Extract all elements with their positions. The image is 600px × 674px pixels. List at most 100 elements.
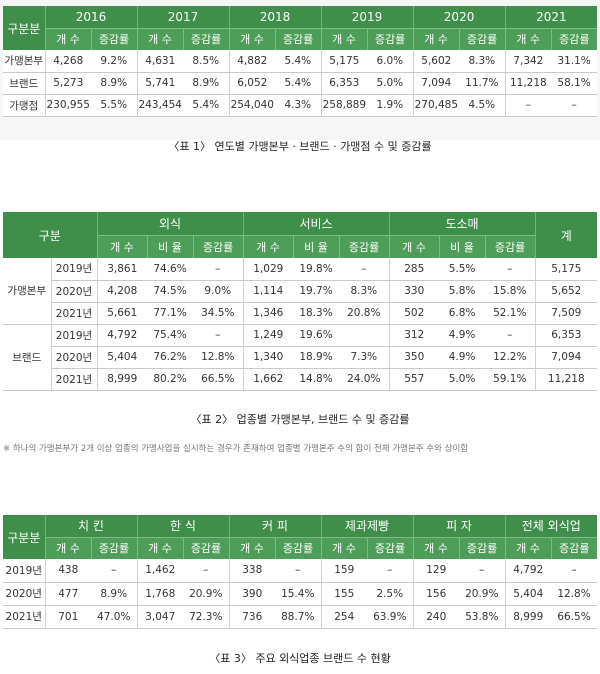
table-cell: – [91, 559, 137, 583]
table-cell: 75.4% [147, 324, 193, 347]
table-cell: 4,792 [504, 559, 552, 583]
table-cell: 11,218 [534, 368, 598, 391]
table-cell [339, 324, 390, 347]
table-cell: 438 [44, 559, 91, 583]
table3-group-header: 한 식 [136, 515, 229, 537]
table-cell: 8.9% [183, 72, 230, 95]
table-cell: 5,273 [44, 72, 91, 95]
table1-year-header: 2018 [228, 6, 322, 28]
row-label: 2020년 [3, 582, 45, 606]
table1-subheader: 개 수 [228, 27, 276, 50]
table-cell: 7,342 [504, 50, 552, 73]
table-cell: 243,454 [136, 94, 184, 117]
table-cell: 19.6% [293, 324, 340, 347]
table-cell: 159 [320, 559, 367, 583]
table1-subheader: 개 수 [504, 27, 552, 50]
table-row: 가맹본부 4,268 9.2% 4,631 8.5% 4,882 5.4% 5,175 6.0%… [3, 50, 598, 73]
table-cell: 1.9% [367, 94, 414, 117]
table1-caption: 〈표 1〉 연도별 가맹본부 · 브랜드 · 가맹점 수 및 증감률 [168, 140, 432, 153]
row-year: 2019년 [50, 258, 97, 281]
table-cell: 4,631 [136, 50, 184, 73]
table3-caption: 〈표 3〉 주요 외식업종 브랜드 수 현황 [209, 652, 391, 665]
table-cell: – [551, 559, 598, 583]
table-cell: 74.5% [147, 280, 193, 303]
table-cell: 9.2% [91, 50, 138, 73]
table1-year-header: 2019 [320, 6, 414, 28]
row-label: 2019년 [3, 559, 45, 583]
table-cell: 1,114 [242, 280, 294, 303]
table-cell: 129 [412, 559, 460, 583]
table-row: 2021년 5,661 77.1% 34.5% 1,346 18.3% 20.8% 502 6.… [3, 302, 598, 325]
table1-subheader: 개 수 [320, 27, 368, 50]
table-cell: 20.8% [339, 302, 390, 325]
table-cell: 6.0% [367, 50, 414, 73]
table-cell: 6,353 [534, 324, 598, 347]
table-cell: 14.8% [293, 368, 340, 391]
table-cell: – [504, 94, 552, 117]
table-cell: 5,661 [96, 302, 147, 325]
table-cell: – [193, 324, 244, 347]
table2-caption: 〈표 2〉 업종별 가맹본부, 브랜드 수 및 증감률 [190, 413, 410, 426]
table-cell: 31.1% [551, 50, 598, 73]
table3-group-header: 전체 외식업 [504, 515, 598, 537]
table-cell: 12.8% [193, 346, 244, 369]
table-cell: 1,462 [136, 559, 183, 583]
table3-group-header: 커 피 [228, 515, 321, 537]
table-cell: 4,208 [96, 280, 147, 303]
table-cell: 701 [44, 605, 91, 629]
table-yearly-stats: 구분분 2016 2017 2018 2019 2020 2021 개 수 증감… [3, 6, 598, 117]
row-year: 2021년 [50, 302, 97, 325]
table-cell: 8.3% [459, 50, 506, 73]
table-cell: 88.7% [275, 605, 321, 629]
table2-corner-header: 구분 [3, 212, 97, 258]
row-year: 2020년 [50, 346, 97, 369]
table-cell: 52.1% [485, 302, 536, 325]
table-cell: – [339, 258, 390, 281]
table-cell: 59.1% [485, 368, 536, 391]
table-cell: – [459, 559, 506, 583]
table-cell: 9.0% [193, 280, 244, 303]
table-cell: 8.3% [339, 280, 390, 303]
table-cell: 7,094 [534, 346, 598, 369]
table-cell: 477 [44, 582, 91, 606]
table-cell: 12.8% [551, 582, 598, 606]
table3-subheader: 개 수 [320, 536, 367, 559]
table-cell: 4.9% [439, 324, 486, 347]
table-cell: 24.0% [339, 368, 390, 391]
table-cell: 240 [412, 605, 460, 629]
table-cell: 5.4% [183, 94, 230, 117]
table-cell: 66.5% [551, 605, 598, 629]
table-cell: 7.3% [339, 346, 390, 369]
row-year: 2021년 [50, 368, 97, 391]
table-cell: 5.8% [439, 280, 486, 303]
table-cell: 12.2% [485, 346, 536, 369]
table-row: 브랜드 2019년 4,792 75.4% –1,249 19.6% 312 4.9% –6,3… [3, 324, 598, 391]
table-row: 가맹본부 2019년 3,861 74.6% –1,029 19.8% –285 5.5% –5… [3, 258, 598, 325]
table-cell: 72.3% [183, 605, 229, 629]
table1-subheader: 증감률 [366, 27, 414, 50]
table-cell: 1,340 [242, 346, 294, 369]
table3-subheader: 개 수 [228, 536, 275, 559]
table-cell: 7,094 [412, 72, 460, 95]
table2-subheader: 비 율 [146, 234, 193, 258]
table-cell: 1,346 [242, 302, 294, 325]
table2-subheader: 개 수 [242, 234, 294, 258]
table-cell: 5.0% [367, 72, 414, 95]
table1-subheader: 개 수 [44, 27, 91, 50]
table-cell: 5,404 [504, 582, 552, 606]
table-cell: 4.3% [275, 94, 322, 117]
table1-year-header: 2017 [136, 6, 230, 28]
table2-group-header: 도소매 [388, 212, 536, 235]
row-year: 2019년 [50, 324, 97, 347]
table-cell: 19.8% [293, 258, 340, 281]
table-cell: 15.8% [485, 280, 536, 303]
table-cell: – [485, 258, 536, 281]
table-cell: – [485, 324, 536, 347]
row-label: 가맹본부 [3, 50, 45, 73]
table-cell: 5.4% [275, 50, 322, 73]
table-cell: 4.5% [459, 94, 506, 117]
table-cell: 5.0% [439, 368, 486, 391]
table1-year-header: 2021 [504, 6, 598, 28]
table-cell: 4,268 [44, 50, 91, 73]
table1-subheader: 개 수 [412, 27, 460, 50]
